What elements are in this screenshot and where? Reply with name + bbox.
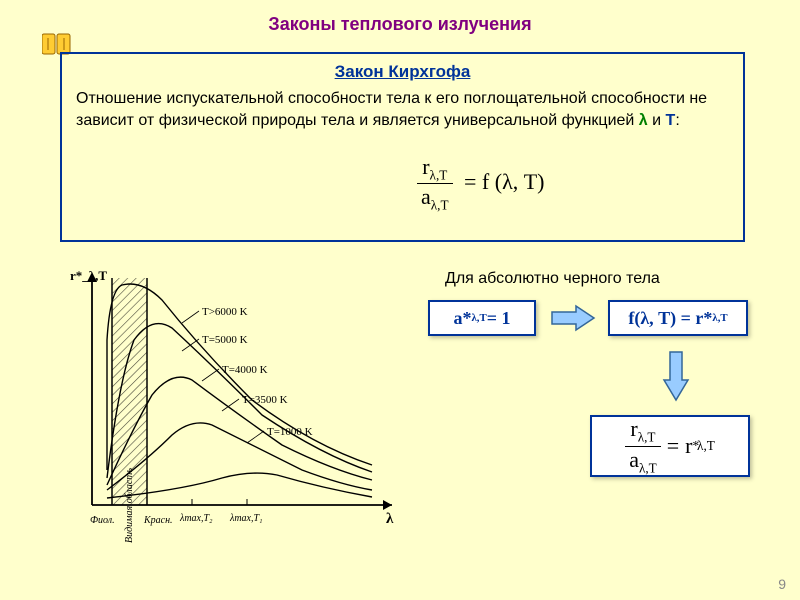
final-den-sub: λ,T bbox=[639, 460, 657, 475]
final-rhs-r: r bbox=[685, 433, 692, 459]
kirchhoff-law-box: Закон Кирхгофа Отношение испускательной … bbox=[60, 52, 745, 242]
eq-rhs: = f (λ, T) bbox=[464, 169, 545, 194]
formula-box-function: f(λ, T) = r*λ,T bbox=[608, 300, 748, 336]
law-body-text: Отношение испускательной способности тел… bbox=[76, 88, 729, 131]
svg-text:λ: λ bbox=[386, 511, 394, 527]
body-text-part1: Отношение испускательной способности тел… bbox=[76, 90, 707, 129]
svg-text:λmax,T₁: λmax,T₁ bbox=[229, 513, 263, 524]
eq-num-sub: λ,T bbox=[430, 167, 448, 182]
svg-text:T=3500 K: T=3500 K bbox=[242, 394, 288, 406]
t-symbol: T bbox=[666, 112, 676, 129]
svg-text:λmax,T₂: λmax,T₂ bbox=[179, 513, 213, 524]
page-title: Законы теплового излучения bbox=[0, 0, 800, 35]
eq-num-r: r bbox=[422, 154, 429, 179]
blackbody-label: Для абсолютно черного тела bbox=[445, 270, 660, 288]
box-f-sub: λ,T bbox=[712, 312, 727, 324]
svg-text:T>6000 K: T>6000 K bbox=[202, 306, 248, 318]
svg-text:Красн.: Красн. bbox=[143, 515, 173, 526]
svg-text:Видимая область: Видимая область bbox=[124, 468, 135, 543]
box-a-sub: λ,T bbox=[472, 312, 487, 324]
lambda-symbol: λ bbox=[639, 112, 648, 129]
body-text-colon: : bbox=[675, 112, 679, 129]
svg-text:Фиол.: Фиол. bbox=[90, 515, 115, 526]
box-f-text: f(λ, T) = r* bbox=[628, 308, 712, 329]
svg-text:T=1000 K: T=1000 K bbox=[267, 426, 313, 438]
final-num-r: r bbox=[630, 416, 637, 441]
svg-text:T=4000 K: T=4000 K bbox=[222, 364, 268, 376]
arrow-down-icon bbox=[660, 348, 692, 404]
formula-box-absorptivity: a*λ,T = 1 bbox=[428, 300, 536, 336]
body-text-and: и bbox=[652, 112, 665, 129]
formula-box-final: rλ,T aλ,T = r*λ,T bbox=[590, 415, 750, 477]
final-rhs-sub: λ,T bbox=[697, 438, 715, 454]
svg-text:r*_λ,T: r*_λ,T bbox=[70, 268, 107, 283]
law-title: Закон Кирхгофа bbox=[76, 62, 729, 82]
eq-den-a: a bbox=[421, 184, 431, 209]
final-num-sub: λ,T bbox=[638, 430, 656, 445]
arrow-right-icon bbox=[548, 302, 598, 334]
page-number: 9 bbox=[778, 576, 786, 592]
box-a-text: a* bbox=[454, 308, 472, 329]
final-den-a: a bbox=[629, 447, 639, 472]
eq-den-sub: λ,T bbox=[431, 198, 449, 213]
kirchhoff-equation: rλ,T aλ,T = f (λ, T) bbox=[417, 154, 545, 214]
box-a-eq: = 1 bbox=[487, 308, 511, 329]
spectral-chart: r*_λ,T λ T>6000 K T=5000 K T=4000 K T=3500 K T… bbox=[52, 260, 412, 570]
svg-text:T=5000 K: T=5000 K bbox=[202, 334, 248, 346]
